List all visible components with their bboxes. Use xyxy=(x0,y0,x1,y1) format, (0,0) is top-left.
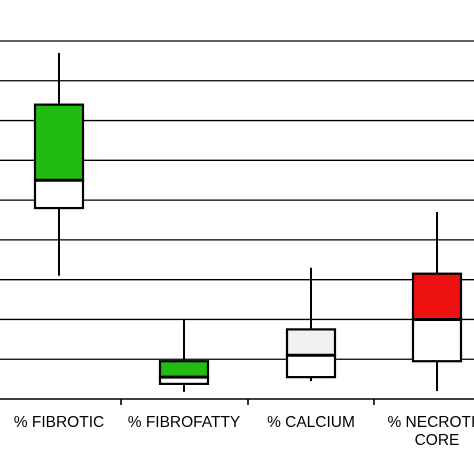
category-label: % FIBROTIC xyxy=(14,414,104,431)
box-upper-half xyxy=(411,272,463,321)
boxes xyxy=(33,52,463,392)
box-lower-half xyxy=(411,318,463,363)
box-upper-half xyxy=(33,103,85,182)
category-label: % FIBROFATTY xyxy=(128,414,241,431)
box-lower-half xyxy=(33,179,85,210)
box-2 xyxy=(158,319,210,392)
box-3 xyxy=(285,267,337,382)
category-labels: % FIBROTIC % FIBROFATTY % CALCIUM % NECROTI… xyxy=(14,414,474,449)
box-upper-half xyxy=(285,328,337,357)
box-1 xyxy=(33,52,85,276)
box-lower-half xyxy=(285,354,337,379)
category-label: CORE xyxy=(415,432,460,449)
box-upper-half xyxy=(158,360,210,379)
category-label: % CALCIUM xyxy=(267,414,355,431)
x-axis xyxy=(0,398,474,405)
box-4 xyxy=(411,212,463,392)
